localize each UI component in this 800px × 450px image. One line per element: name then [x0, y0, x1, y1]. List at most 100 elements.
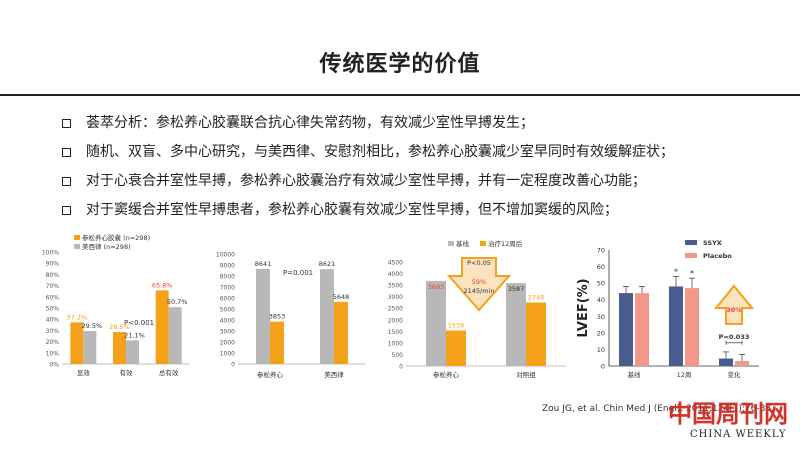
square-bullet-icon	[62, 148, 71, 157]
x-tick-label: 美西律	[324, 370, 344, 379]
y-tick-label: 2000	[220, 340, 235, 347]
x-tick-label: 变化	[728, 370, 742, 379]
y-tick-label: 30%	[46, 328, 60, 335]
page-title: 传统医学的价值	[319, 52, 481, 77]
x-tick-label: 有效	[120, 368, 134, 377]
y-tick-label: 9000	[220, 263, 235, 270]
x-tick-label: 总有效	[159, 368, 179, 377]
reduction-percent: 59%	[472, 278, 486, 286]
bar-baseline	[320, 269, 334, 364]
y-tick-label: 20	[597, 329, 605, 337]
y-tick-label: 0	[399, 364, 403, 371]
data-label-baseline: 3587	[508, 285, 525, 293]
y-tick-label: 4000	[388, 271, 403, 278]
y-tick-label: 3500	[388, 283, 403, 290]
significance-asterisk: *	[690, 269, 694, 278]
legend-label-mexiletine: 美西律 (n=298)	[82, 242, 131, 251]
bar-ssyx	[719, 358, 733, 366]
p-value-annotation: P<0.05	[467, 259, 491, 267]
x-tick-label: 显效	[77, 368, 91, 377]
legend-label-baseline: 基线	[456, 239, 470, 248]
bar-12-weeks	[446, 330, 466, 366]
legend-swatch-ssyx	[74, 235, 80, 240]
bullet-text: 随机、双盲、多中心研究，与美西律、安慰剂相比，参松养心胶囊减少室早同时有效缓解症…	[86, 144, 674, 160]
y-tick-label: 70%	[46, 283, 60, 290]
y-tick-label: 100%	[42, 250, 59, 257]
chart-efficacy-rate: 0% 10% 20% 30% 40% 50% 60% 70% 80% 90% 100% 参松养心胶囊 …	[30, 232, 195, 382]
legend-swatch-mexiletine	[74, 244, 80, 249]
significance-asterisk: *	[674, 268, 678, 277]
bar-placebo	[735, 361, 749, 366]
bar-baseline	[426, 280, 446, 366]
y-tick-label: 0%	[49, 362, 59, 369]
y-tick-label: 40	[597, 296, 605, 304]
y-tick-label: 3000	[220, 329, 235, 336]
bar-baseline	[506, 283, 526, 366]
p-value-annotation: P<0.001	[124, 319, 154, 327]
title-divider	[0, 94, 800, 96]
data-label-baseline: 3683	[428, 283, 445, 291]
y-tick-label: 30	[597, 313, 605, 321]
y-tick-label: 4500	[388, 260, 403, 267]
y-tick-label: 10%	[46, 350, 60, 357]
y-tick-label: 2500	[388, 306, 403, 313]
y-tick-label: 80%	[46, 272, 60, 279]
square-bullet-icon	[62, 119, 71, 128]
y-tick-label: 20%	[46, 339, 60, 346]
data-label-treatment: 3853	[269, 313, 286, 321]
data-label-ssyx: 37.2%	[67, 313, 88, 321]
improvement-percent: 30%	[726, 306, 742, 314]
data-label-12-weeks: 2748	[528, 293, 545, 301]
p-value-annotation: P=0.001	[283, 269, 313, 277]
citation: Zou JG, et al. Chin Med J (Engl). 2011;1…	[542, 404, 774, 414]
data-label-ssyx: 65.8%	[152, 281, 173, 289]
bullet-item: 随机、双盲、多中心研究，与美西律、安慰剂相比，参松养心胶囊减少室早同时有效缓解症…	[60, 141, 780, 170]
legend-swatch-ssyx	[685, 240, 697, 245]
square-bullet-icon	[62, 177, 71, 186]
data-label-baseline: 8621	[319, 260, 336, 268]
down-arrow-icon	[446, 257, 512, 312]
data-label-ssyx: 28.5%	[109, 323, 130, 331]
y-tick-label: 60	[597, 263, 605, 271]
bullet-text: 对于心衰合并室性早搏，参松养心胶囊治疗有效减少室性早搏，并有一定程度改善心功能；	[86, 173, 646, 189]
legend-swatch-placebo	[685, 253, 697, 258]
legend-label-placebo: Placebo	[703, 252, 732, 260]
y-tick-label: 10000	[216, 252, 235, 259]
bar-placebo	[685, 288, 699, 366]
y-tick-label: 10	[597, 346, 605, 354]
y-tick-label: 2000	[388, 317, 403, 324]
y-tick-label: 40%	[46, 317, 60, 324]
bar-treatment	[334, 301, 348, 364]
chart-lvef: 0 10 20 30 40 50 60 70 LVEF(%) SSYX Placebo 基线 12周 * *…	[573, 232, 778, 382]
data-label-mexiletine: 50.7%	[167, 298, 188, 306]
legend-label-ssyx: SSYX	[703, 239, 722, 247]
bar-ssyx	[619, 293, 633, 366]
y-tick-label: 60%	[46, 294, 60, 301]
x-tick-label: 对照组	[516, 370, 536, 379]
bar-baseline	[256, 268, 270, 364]
legend-swatch-baseline	[448, 241, 454, 246]
bar-placebo	[635, 293, 649, 366]
y-tick-label: 500	[392, 352, 404, 359]
data-label-treatment: 5648	[333, 293, 350, 301]
chart-pvc-count-heart-failure: 0 500 1000 1500 2000 2500 3000 3500 4000 4500 基线 治疗…	[376, 238, 576, 388]
bar-ssyx	[70, 322, 84, 364]
y-tick-label: 5000	[220, 307, 235, 314]
y-tick-label: 8000	[220, 274, 235, 281]
x-tick-label: 12周	[677, 371, 692, 379]
legend-swatch-12-weeks	[480, 241, 486, 246]
bar-ssyx	[155, 290, 169, 364]
bullet-item: 对于窦缓合并室性早搏患者，参松养心胶囊有效减少室性早搏，但不增加窦缓的风险；	[60, 199, 780, 228]
bullet-text: 对于窦缓合并室性早搏患者，参松养心胶囊有效减少室性早搏，但不增加窦缓的风险；	[86, 202, 618, 218]
x-tick-label: 参松养心	[257, 370, 284, 379]
x-tick-label: 参松养心	[433, 370, 460, 379]
y-tick-label: 90%	[46, 261, 60, 268]
up-arrow-icon	[713, 284, 755, 325]
bullet-item: 对于心衰合并室性早搏，参松养心胶囊治疗有效减少室性早搏，并有一定程度改善心功能；	[60, 170, 780, 199]
y-tick-label: 1000	[388, 340, 403, 347]
y-tick-label: 3000	[388, 294, 403, 301]
bar-mexiletine	[126, 340, 139, 364]
data-label-mexiletine: 21.1%	[124, 331, 145, 339]
data-label-mexiletine: 29.5%	[82, 322, 103, 330]
y-tick-label: 70	[597, 247, 605, 255]
